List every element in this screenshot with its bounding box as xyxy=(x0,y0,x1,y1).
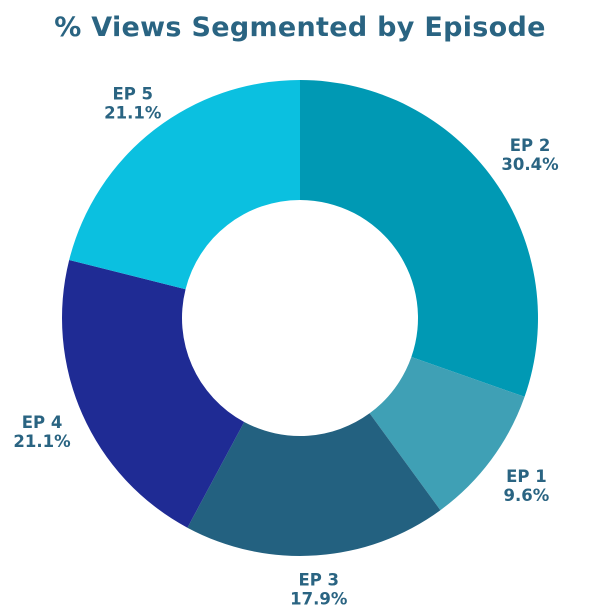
slice-value-ep-5: 21.1% xyxy=(104,103,162,122)
slice-ep-3 xyxy=(187,413,441,556)
slice-value-ep-3: 17.9% xyxy=(290,589,348,608)
slice-label-ep-2: EP 2 xyxy=(510,136,551,155)
slice-label-ep-3: EP 3 xyxy=(298,570,339,589)
slice-label-ep-4: EP 4 xyxy=(22,413,63,432)
slice-value-ep-1: 9.6% xyxy=(504,486,550,505)
slice-value-ep-4: 21.1% xyxy=(13,432,71,451)
chart-title: % Views Segmented by Episode xyxy=(54,12,546,43)
slice-ep-5 xyxy=(69,80,300,290)
slice-label-ep-1: EP 1 xyxy=(506,467,547,486)
slice-ep-4 xyxy=(61,259,245,528)
slice-label-ep-5: EP 5 xyxy=(112,84,153,103)
slice-ep-1 xyxy=(369,357,525,511)
slice-value-ep-2: 30.4% xyxy=(501,155,559,174)
slice-ep-2 xyxy=(300,80,538,397)
